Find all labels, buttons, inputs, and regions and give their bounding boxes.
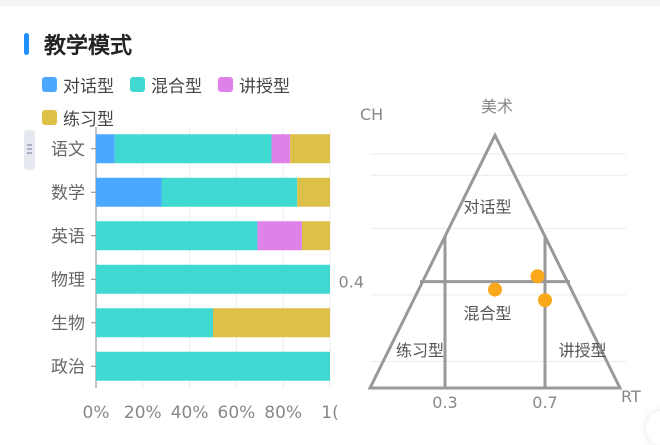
bar-segment[interactable] <box>290 134 330 164</box>
scatter-point[interactable] <box>538 293 552 308</box>
legend-swatch <box>218 77 233 92</box>
ternary-triangle <box>367 131 623 390</box>
legend-swatch <box>130 77 145 92</box>
bar-segment[interactable] <box>213 308 330 338</box>
drag-handle-icon[interactable] <box>24 130 35 170</box>
bar-segment[interactable] <box>297 177 330 207</box>
legend-label: 混合型 <box>151 77 202 97</box>
x-tick-label: 0.3 <box>432 393 457 412</box>
x-tick-label: 1( <box>321 403 338 422</box>
category-label: 英语 <box>51 227 85 247</box>
y-tick-label: 0.4 <box>339 273 364 292</box>
x-tick-label: 80% <box>264 403 302 422</box>
x-tick-label: 0% <box>83 403 110 422</box>
category-label: 数学 <box>51 183 85 203</box>
region-label: 混合型 <box>463 304 511 323</box>
region-label: 练习型 <box>396 341 444 360</box>
region-label: 讲授型 <box>558 341 606 360</box>
legend-swatch <box>42 77 57 92</box>
axis-label-rt: RT <box>621 387 641 406</box>
legend-item[interactable]: 讲授型 <box>218 72 290 97</box>
bar-segment[interactable] <box>96 134 115 164</box>
vertex-label-top: 美术 <box>481 97 513 116</box>
category-label: 语文 <box>51 140 85 160</box>
floating-button[interactable] <box>646 411 660 445</box>
x-tick-label: 60% <box>218 403 256 422</box>
scatter-point[interactable] <box>530 269 545 284</box>
bar-segment[interactable] <box>96 308 213 338</box>
bar-segment[interactable] <box>96 351 330 381</box>
legend-label: 练习型 <box>63 110 114 130</box>
bar-segment[interactable] <box>161 177 298 207</box>
x-tick-label: 20% <box>124 403 162 422</box>
region-label: 对话型 <box>463 197 511 216</box>
bar-segment[interactable] <box>257 221 302 251</box>
legend-label: 讲授型 <box>239 77 290 97</box>
legend-label: 对话型 <box>63 77 114 97</box>
bar-segment[interactable] <box>96 264 330 294</box>
category-label: 物理 <box>51 270 85 290</box>
legend-item[interactable]: 对话型 <box>42 72 114 97</box>
category-label: 政治 <box>51 357 85 377</box>
scatter-point[interactable] <box>488 282 502 297</box>
bar-segment[interactable] <box>114 134 272 164</box>
x-tick-label: 0.7 <box>532 393 557 412</box>
category-label: 生物 <box>51 314 85 334</box>
x-tick-label: 40% <box>171 403 209 422</box>
legend-item[interactable]: 混合型 <box>130 72 202 97</box>
page-title: 教学模式 <box>44 34 133 59</box>
legend-item[interactable]: 练习型 <box>42 105 114 130</box>
bar-segment[interactable] <box>96 177 162 207</box>
top-bar <box>0 0 660 6</box>
bar-segment[interactable] <box>271 134 291 164</box>
legend-swatch <box>42 110 57 125</box>
title-accent-bar <box>24 33 29 55</box>
bar-segment[interactable] <box>301 221 330 251</box>
bar-segment[interactable] <box>96 221 258 251</box>
axis-label-ch: CH <box>360 105 383 124</box>
